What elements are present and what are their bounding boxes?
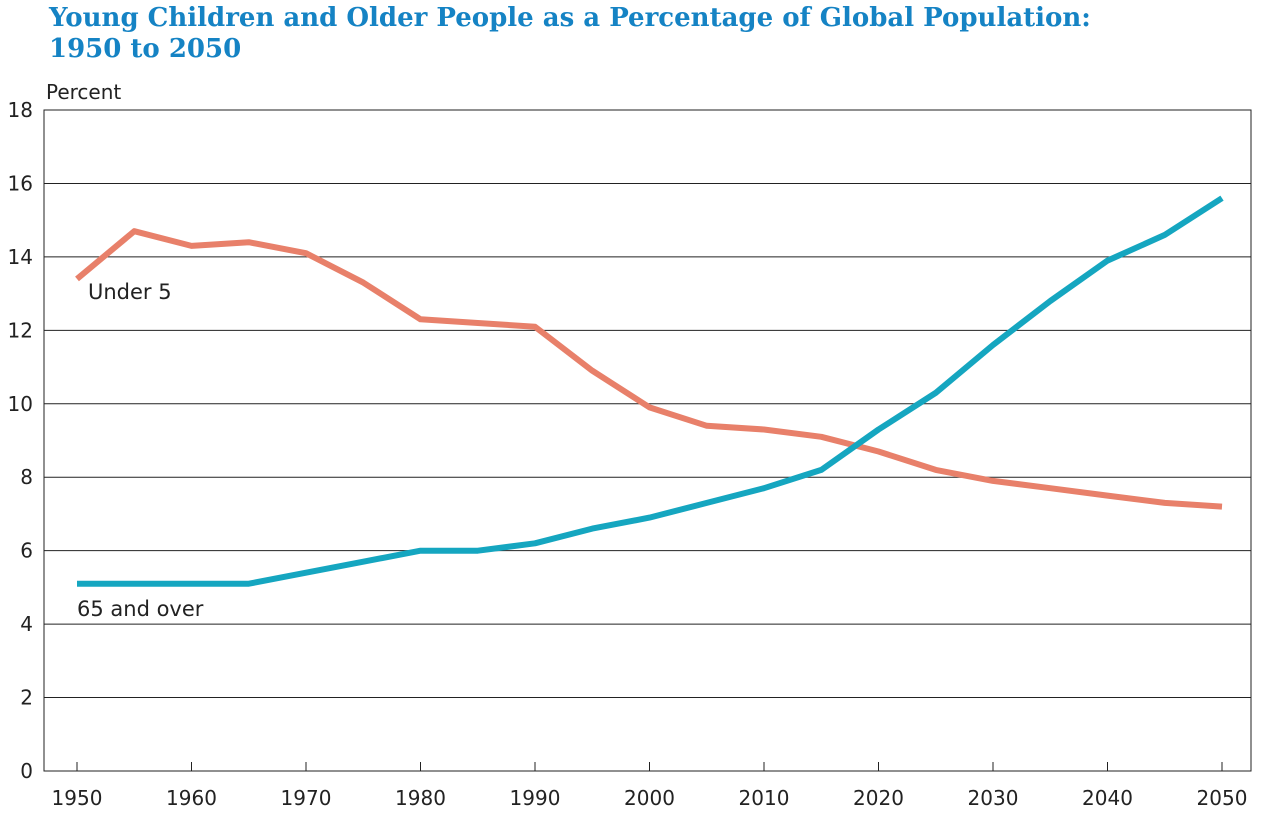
- series-lines: [75, 195, 1224, 587]
- chart-title-line1: Young Children and Older People as a Per…: [49, 3, 1091, 33]
- x-axis: 1950 1960 1970 1980 1990 2000 2010 2020 2030 2040…: [52, 762, 1248, 810]
- x-tick-label: 2030: [968, 786, 1019, 810]
- x-tick-label: 2040: [1082, 786, 1133, 810]
- series-labels: Under 5 65 and over: [77, 280, 204, 621]
- x-tick-label: 1950: [52, 786, 103, 810]
- series-label-65-and-over: 65 and over: [77, 597, 204, 621]
- y-tick-label: 18: [8, 98, 33, 122]
- y-tick-label: 8: [20, 465, 33, 489]
- chart-title-line2: 1950 to 2050: [49, 34, 242, 64]
- y-tick-label: 0: [20, 759, 33, 783]
- x-tick-label: 2000: [624, 786, 675, 810]
- x-tick-label: 2020: [853, 786, 904, 810]
- y-tick-label: 6: [20, 539, 33, 563]
- plot-frame: [43, 109, 1252, 772]
- chart-title: Young Children and Older People as a Per…: [49, 3, 1091, 65]
- grid-lines: [44, 182, 1251, 699]
- y-tick-label: 16: [8, 171, 33, 195]
- x-tick-label: 1960: [166, 786, 217, 810]
- x-tick-label: 2050: [1197, 786, 1248, 810]
- y-tick-label: 14: [8, 245, 33, 269]
- y-tick-label: 12: [8, 318, 33, 342]
- x-tick-label: 1990: [510, 786, 561, 810]
- series-line-65-and-over: [77, 195, 1224, 587]
- y-tick-label: 4: [20, 612, 33, 636]
- x-tick-label: 1970: [281, 786, 332, 810]
- x-tick-label: 1980: [395, 786, 446, 810]
- series-label-under-5: Under 5: [88, 280, 172, 304]
- y-axis: 0 2 4 6 8 10 12 14 16 18: [8, 98, 33, 783]
- y-tick-label: 10: [8, 392, 33, 416]
- y-axis-label: Percent: [46, 80, 122, 104]
- series-line-under-5: [75, 228, 1223, 510]
- x-tick-label: 2010: [739, 786, 790, 810]
- y-tick-label: 2: [20, 686, 33, 710]
